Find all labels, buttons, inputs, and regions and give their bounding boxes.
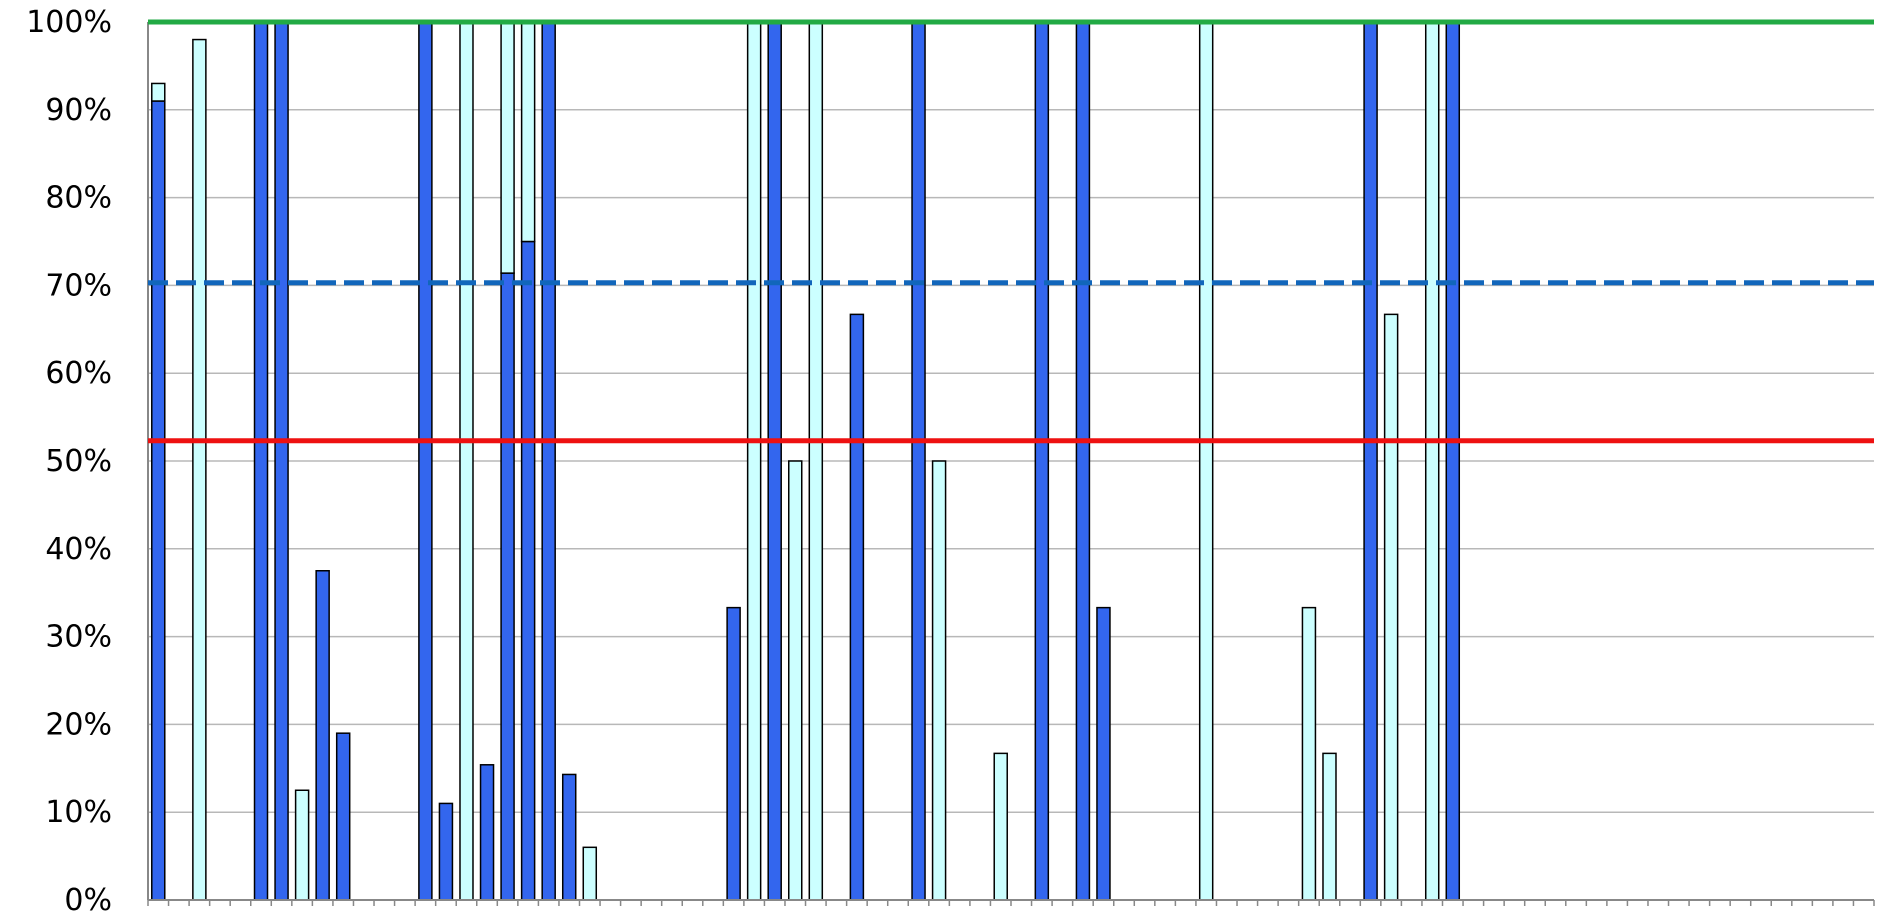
bar-series-2	[192, 38, 207, 901]
y-tick-label: 90%	[45, 93, 112, 128]
bar-series-2	[808, 21, 824, 901]
bar-series-2	[1301, 606, 1317, 901]
y-tick-labels: 0% 10% 20% 30% 40% 50% 60% 70% 80% 90% 100%	[26, 5, 112, 918]
bar-series-2	[931, 460, 947, 901]
y-tick-label: 0%	[64, 883, 112, 918]
bar-series-1	[541, 21, 556, 901]
y-tick-label: 70%	[45, 268, 112, 303]
bar-series-1	[520, 240, 536, 901]
bar-series-2	[746, 21, 762, 901]
bar-series-1	[1034, 21, 1050, 901]
bar-series-1	[253, 21, 269, 901]
y-tick-label: 100%	[26, 5, 112, 40]
bar-series-2	[993, 752, 1008, 901]
bar-series-1	[1096, 606, 1111, 901]
bar-series-1	[849, 313, 865, 901]
bar-series-2	[520, 21, 536, 243]
bar-series-1	[726, 606, 741, 901]
reference-lines	[148, 19, 1874, 444]
bar-series-1	[335, 732, 351, 901]
bar-series-1	[500, 272, 515, 901]
bar-series-1	[911, 21, 926, 901]
bar-series-1	[418, 21, 433, 901]
bar-series-1	[151, 100, 166, 901]
bar-series-1	[274, 21, 289, 901]
bar-series-1	[438, 802, 454, 901]
bar-series-2	[1383, 313, 1399, 901]
bar-series-1	[1445, 21, 1461, 901]
bar-series-1	[315, 570, 330, 901]
gridlines	[148, 21, 1874, 813]
bar-series-2	[459, 21, 474, 901]
bar-series-2	[582, 846, 598, 901]
y-tick-label: 50%	[45, 444, 112, 479]
bar-series-2	[1322, 752, 1337, 901]
bar-series-2	[788, 460, 803, 901]
bar-series-2	[1198, 21, 1214, 901]
bars	[151, 21, 1461, 901]
bar-series-2	[1424, 21, 1440, 901]
axes	[147, 22, 1875, 906]
bar-series-1	[1363, 21, 1378, 901]
y-tick-label: 60%	[45, 356, 112, 391]
y-tick-label: 40%	[45, 532, 112, 567]
y-tick-label: 10%	[45, 795, 112, 830]
y-tick-label: 80%	[45, 181, 112, 216]
bar-series-2	[294, 789, 310, 901]
y-tick-label: 30%	[45, 620, 112, 655]
bar-series-1	[1075, 21, 1091, 901]
bar-series-1	[767, 21, 782, 901]
bar-series-1	[479, 764, 495, 901]
bar-series-2	[500, 21, 515, 274]
y-tick-label: 20%	[45, 707, 112, 742]
bar-series-2	[151, 82, 166, 102]
bar-series-1	[561, 773, 577, 901]
